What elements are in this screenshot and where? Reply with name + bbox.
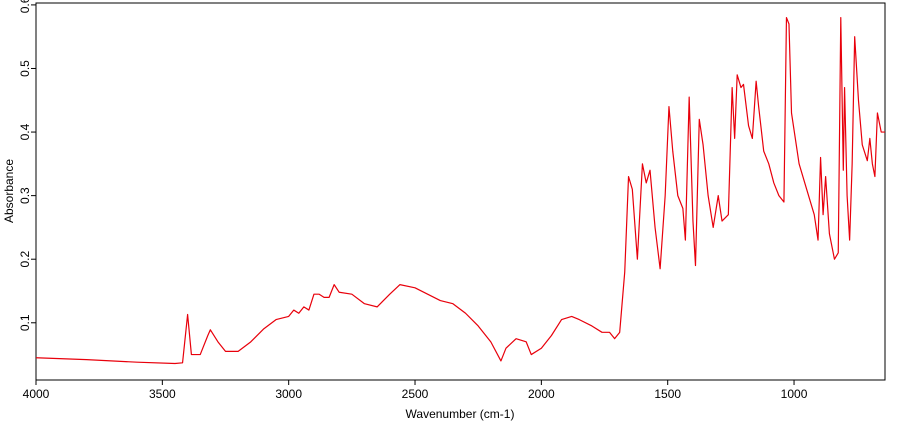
- y-tick-label: 0.1: [18, 314, 32, 331]
- plot-frame: [35, 2, 886, 381]
- y-tick-label: 0.4: [18, 123, 32, 140]
- x-tick-label: 2500: [402, 387, 429, 401]
- y-tick-label: 0.3: [18, 187, 32, 204]
- x-tick-label: 4000: [23, 387, 50, 401]
- x-axis-label: Wavenumber (cm-1): [406, 407, 515, 421]
- x-tick-label: 1000: [781, 387, 808, 401]
- y-tick-label: 0.5: [18, 60, 32, 77]
- x-tick-label: 3500: [149, 387, 176, 401]
- y-tick-label: 0.6: [18, 0, 32, 13]
- x-tick-label: 1500: [654, 387, 681, 401]
- y-axis-label: Absorbance: [2, 159, 16, 223]
- x-tick-label: 3000: [275, 387, 302, 401]
- y-tick-label: 0.2: [18, 251, 32, 268]
- spectrum-line: [35, 17, 885, 365]
- x-tick-label: 2000: [528, 387, 555, 401]
